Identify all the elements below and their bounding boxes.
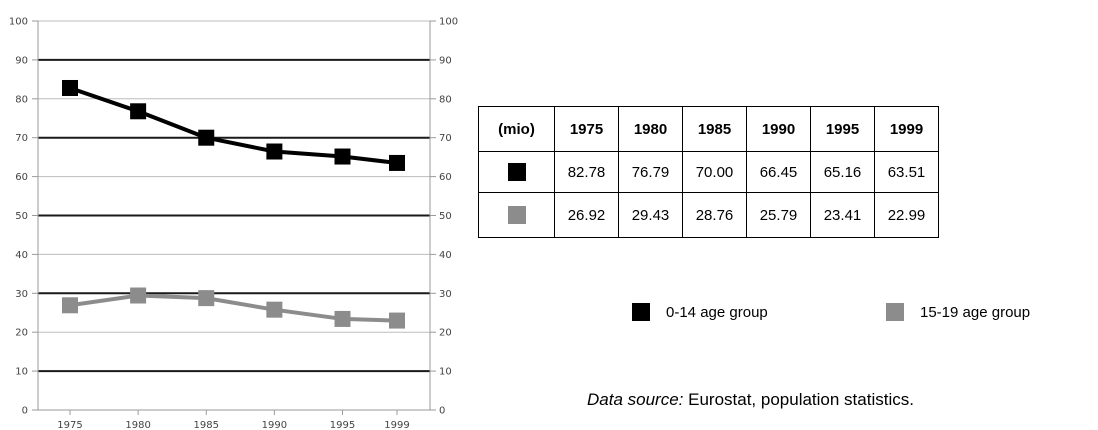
y-tick-label-right: 0 xyxy=(439,406,445,417)
y-tick-label-left: 10 xyxy=(15,367,28,378)
x-tick-label: 1985 xyxy=(194,420,219,430)
year-header: 1975 xyxy=(554,106,619,152)
table-cell: 28.76 xyxy=(682,192,747,238)
y-tick-label-right: 60 xyxy=(439,172,452,183)
data-table: (mio) 1975 1980 1985 1990 1995 1999 82.7… xyxy=(478,106,939,238)
year-header: 1980 xyxy=(618,106,683,152)
legend-label: 0-14 age group xyxy=(666,303,768,321)
table-cell: 63.51 xyxy=(874,151,939,193)
y-tick-label-left: 70 xyxy=(15,133,28,144)
line-chart: 0 0 10 10 20 20 30 30 40 40 50 50 60 60 70 70 80 80 90 90 10… xyxy=(9,17,458,430)
series-line-0 xyxy=(69,86,398,165)
black-swatch-icon xyxy=(632,303,650,321)
data-point-marker xyxy=(266,301,283,318)
table-cell: 82.78 xyxy=(554,151,619,193)
data-point-marker xyxy=(62,79,78,96)
y-tick-label-left: 40 xyxy=(15,250,28,261)
legend-label: 15-19 age group xyxy=(920,303,1031,321)
y-tick-label-left: 80 xyxy=(15,94,28,105)
year-header: 1985 xyxy=(682,106,747,152)
data-point-marker xyxy=(130,287,147,304)
gray-swatch-icon xyxy=(507,206,526,225)
y-tick-label-left: 60 xyxy=(15,172,28,183)
y-tick-label-left: 0 xyxy=(22,406,28,417)
table-cell: 25.79 xyxy=(746,192,811,238)
year-header: 1995 xyxy=(810,106,875,152)
table-cell: 66.45 xyxy=(746,151,811,193)
y-tick-label-left: 100 xyxy=(9,17,28,28)
series-line-1 xyxy=(69,293,398,323)
axes: 0 0 10 10 20 20 30 30 40 40 50 50 60 60 70 70 80 80 90 90 10… xyxy=(9,17,458,430)
y-tick-label-left: 50 xyxy=(15,211,28,222)
table-row-0-14: 82.78 76.79 70.00 66.45 65.16 63.51 xyxy=(478,151,939,193)
source-text: Eurostat, population statistics. xyxy=(683,390,914,409)
data-point-marker xyxy=(198,290,215,307)
y-tick-label-right: 40 xyxy=(439,250,452,261)
black-swatch-icon xyxy=(507,163,526,182)
gridlines xyxy=(38,20,430,373)
table-cell: 22.99 xyxy=(874,192,939,238)
data-point-marker xyxy=(266,143,283,160)
x-tick-label: 1975 xyxy=(57,420,82,430)
y-tick-label-right: 30 xyxy=(439,289,452,300)
gray-swatch-icon xyxy=(886,303,904,321)
year-header: 1999 xyxy=(874,106,939,152)
x-tick-label: 1999 xyxy=(384,420,409,430)
data-source-note: Data source: Eurostat, population statis… xyxy=(587,390,914,410)
y-tick-label-left: 20 xyxy=(15,328,28,339)
x-tick-label: 1990 xyxy=(262,420,287,430)
x-tick-label: 1995 xyxy=(330,420,355,430)
y-tick-label-right: 80 xyxy=(439,94,452,105)
table-cell: 76.79 xyxy=(618,151,683,193)
legend-item-0-14: 0-14 age group xyxy=(632,303,768,321)
series xyxy=(62,79,405,329)
y-tick-label-left: 30 xyxy=(15,289,28,300)
table-cell: 65.16 xyxy=(810,151,875,193)
series-swatch-cell xyxy=(478,192,555,238)
table-cell: 70.00 xyxy=(682,151,747,193)
table-header-row: (mio) 1975 1980 1985 1990 1995 1999 xyxy=(478,106,939,152)
y-tick-label-right: 100 xyxy=(439,17,458,28)
y-tick-label-right: 20 xyxy=(439,328,452,339)
year-header: 1990 xyxy=(746,106,811,152)
y-tick-label-right: 50 xyxy=(439,211,452,222)
y-tick-label-right: 70 xyxy=(439,133,452,144)
x-tick-label: 1980 xyxy=(125,420,150,430)
y-tick-label-left: 90 xyxy=(15,55,28,66)
source-prefix: Data source: xyxy=(587,390,684,409)
series-swatch-cell xyxy=(478,151,555,193)
table-row-15-19: 26.92 29.43 28.76 25.79 23.41 22.99 xyxy=(478,192,939,238)
table-cell: 29.43 xyxy=(618,192,683,238)
y-tick-label-right: 90 xyxy=(439,55,452,66)
data-point-marker xyxy=(334,310,351,327)
legend-item-15-19: 15-19 age group xyxy=(886,303,1030,321)
data-point-marker xyxy=(334,148,351,165)
table-cell: 23.41 xyxy=(810,192,875,238)
data-point-marker xyxy=(389,154,405,171)
y-tick-label-right: 10 xyxy=(439,367,452,378)
data-point-marker xyxy=(198,129,215,146)
data-point-marker xyxy=(130,103,147,120)
table-cell: 26.92 xyxy=(554,192,619,238)
data-point-marker xyxy=(389,312,405,329)
unit-label: (mio) xyxy=(478,106,555,152)
data-point-marker xyxy=(62,297,78,314)
